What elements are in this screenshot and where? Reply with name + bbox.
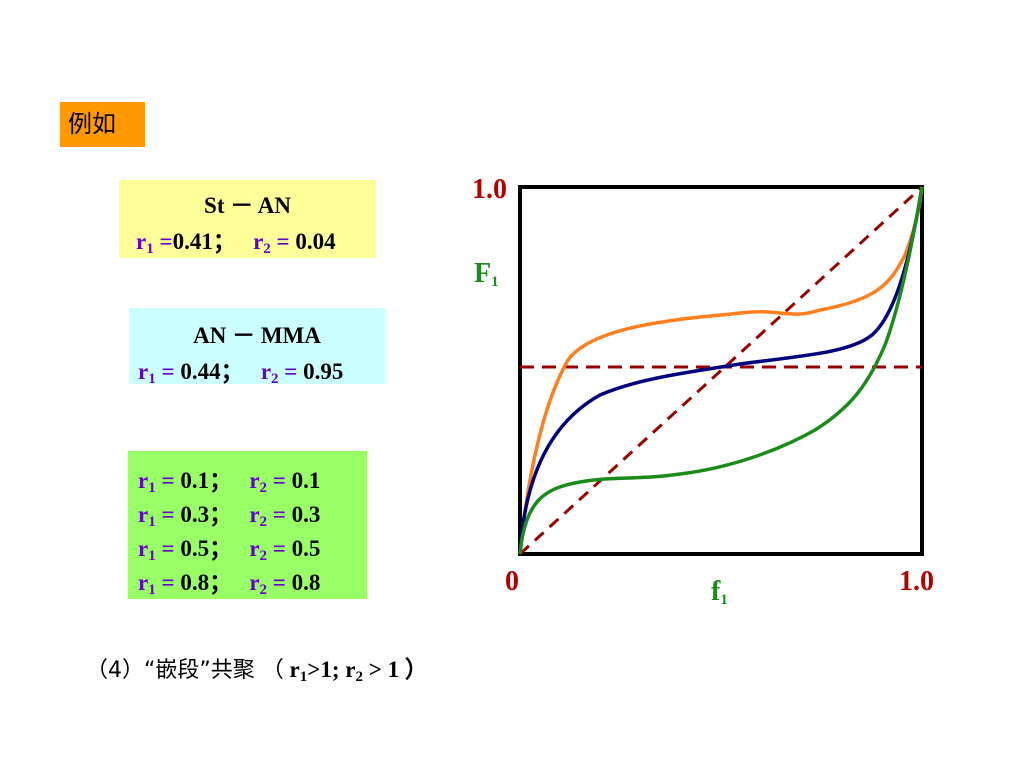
footer-caption: （4）“嵌段”共聚 （ r1>1; r2 > 1 ） (86, 657, 428, 685)
an-mma-box: AN － MMA r1 = 0.44； r2 = 0.95 (129, 308, 385, 387)
st-an-box: St － AN r1 =0.41； r2 = 0.04 (119, 180, 376, 258)
r2-symbol: r2 = (260, 359, 298, 387)
an-mma-ratios: r1 = 0.44； r2 = 0.95 (138, 359, 344, 387)
ratio-row: r1 = 0.1； r2 = 0.1 (138, 468, 321, 496)
st-an-ratios: r1 =0.41； r2 = 0.04 (136, 229, 336, 257)
st-an-title: St － AN (204, 193, 291, 218)
y-max-label: 1.0 (472, 174, 507, 205)
ratio-row: r1 = 0.3； r2 = 0.3 (138, 502, 321, 530)
r1-value: 0.44 (174, 359, 221, 384)
r2-symbol: r2 = (253, 229, 290, 257)
r2-value: 0.95 (297, 359, 344, 384)
an-mma-title: AN － MMA (193, 323, 321, 348)
ratio-row: r1 = 0.8； r2 = 0.8 (138, 570, 321, 598)
example-tag: 例如 (60, 102, 145, 147)
x-max-label: 1.0 (899, 566, 934, 597)
r1-value: 0.41 (172, 229, 213, 254)
curve-navy (518, 186, 924, 555)
diagonal-dashed-line (518, 185, 924, 556)
curve-green (518, 186, 924, 555)
ratio-row: r1 = 0.5； r2 = 0.5 (138, 536, 321, 564)
origin-label: 0 (505, 566, 519, 597)
plot-frame (518, 185, 924, 556)
ratio-list-box: r1 = 0.1； r2 = 0.1 r1 = 0.3； r2 = 0.3 r1… (128, 451, 367, 599)
curve-orange (518, 186, 924, 555)
r1-symbol: r1 = (138, 359, 175, 387)
x-axis-label: f1 (711, 576, 728, 608)
y-axis-label: F1 (474, 258, 499, 290)
r2-value: 0.04 (289, 229, 336, 254)
r1-symbol: r1 = (136, 229, 173, 257)
